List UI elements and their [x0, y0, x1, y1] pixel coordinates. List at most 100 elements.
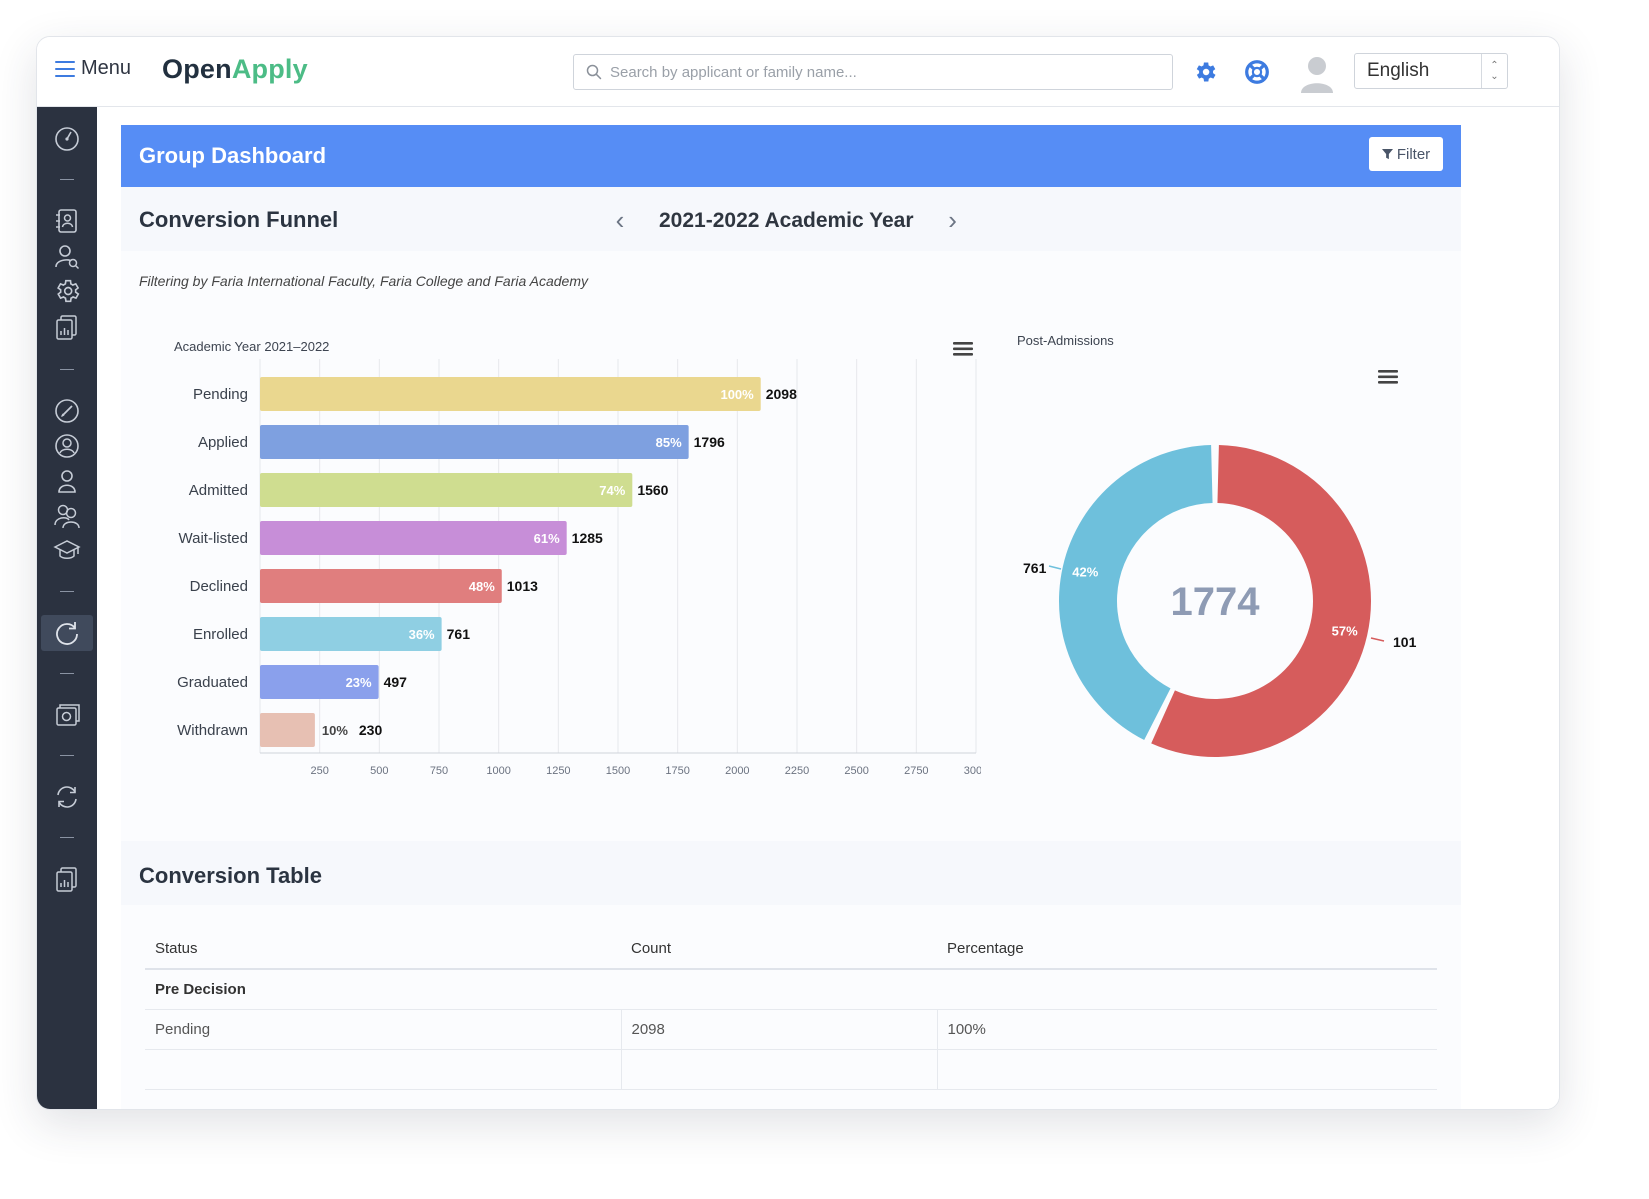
table-section-header: Conversion Table — [121, 841, 1461, 905]
user-avatar[interactable] — [1299, 53, 1335, 93]
charts-area: Filtering by Faria International Faculty… — [121, 251, 1461, 841]
top-bar: Menu OpenApply English ⌃⌄ — [37, 37, 1559, 107]
category-label: Pending — [193, 386, 248, 403]
sidebar-divider — [60, 369, 74, 370]
family-group-icon[interactable] — [53, 501, 81, 529]
bar-value-label: 1285 — [572, 530, 603, 546]
bar — [260, 521, 567, 555]
search-input[interactable] — [610, 63, 1150, 81]
slice-percent-label: 57% — [1332, 623, 1358, 638]
bar-percent-label: 100% — [720, 387, 754, 402]
bar-value-label: 1013 — [507, 578, 538, 594]
sidebar-active-highlight — [41, 615, 93, 651]
x-tick-label: 2000 — [725, 765, 749, 777]
table-area: Status Count Percentage Pre Decision Pen… — [121, 905, 1461, 1109]
table-row — [145, 1049, 1437, 1090]
gear-icon[interactable] — [1192, 59, 1218, 85]
select-arrows-icon: ⌃ ⌄ — [1481, 54, 1507, 88]
funnel-bar-chart: Academic Year 2021–2022 250 500 750 1000 1250… — [174, 339, 981, 777]
filter-button[interactable]: Filter — [1369, 137, 1443, 171]
column-header: Status — [145, 929, 621, 970]
chart-title: Academic Year 2021–2022 — [174, 339, 329, 354]
x-tick-label: 2750 — [904, 765, 928, 777]
x-tick-label: 3000 — [964, 765, 981, 777]
graduation-cap-icon[interactable] — [53, 536, 81, 564]
bar — [260, 713, 315, 747]
language-value: English — [1367, 60, 1430, 81]
cell-percentage: 100% — [937, 1009, 1437, 1050]
contacts-book-icon[interactable] — [53, 207, 81, 235]
user-search-icon[interactable] — [53, 242, 81, 270]
table-header-row: Status Count Percentage — [145, 929, 1437, 970]
main-content: Group Dashboard Filter Conversion Funnel… — [97, 107, 1559, 1109]
conversion-refresh-icon[interactable] — [53, 619, 81, 647]
conversion-table: Status Count Percentage Pre Decision Pen… — [145, 929, 1437, 1090]
settings-gear-icon[interactable] — [53, 277, 81, 305]
language-select[interactable]: English ⌃ ⌄ — [1354, 53, 1508, 89]
app-logo[interactable]: OpenApply — [162, 54, 308, 85]
slice-outer-label: 761 — [1023, 560, 1047, 576]
bar — [260, 617, 442, 651]
bar-value-label: 1560 — [637, 482, 668, 498]
bar — [260, 377, 761, 411]
column-header: Percentage — [937, 929, 1437, 970]
donut-slice — [1151, 445, 1371, 757]
x-tick-label: 750 — [430, 765, 448, 777]
label-connector — [1370, 637, 1385, 642]
category-label: Wait-listed — [179, 530, 248, 547]
sidebar-divider — [60, 673, 74, 674]
logo-open-text: Open — [162, 54, 232, 84]
search-icon — [586, 64, 602, 80]
bar-value-label: 1796 — [694, 434, 725, 450]
category-label: Enrolled — [193, 626, 248, 643]
bar — [260, 665, 379, 699]
menu-button[interactable]: Menu — [55, 57, 131, 80]
reports-document-icon[interactable] — [53, 313, 81, 341]
x-tick-label: 500 — [370, 765, 388, 777]
donut-slice — [1059, 445, 1213, 740]
x-tick-label: 1000 — [486, 765, 510, 777]
category-label: Declined — [190, 578, 248, 595]
chart-menu-icon[interactable] — [1378, 370, 1398, 384]
category-label: Graduated — [177, 674, 248, 691]
help-lifebuoy-icon[interactable] — [1244, 59, 1270, 85]
bar-percent-label: 85% — [656, 435, 682, 450]
menu-line — [1378, 381, 1398, 384]
compose-pencil-icon[interactable] — [53, 397, 81, 425]
page-title: Group Dashboard — [139, 143, 327, 168]
previous-year-chevron-icon[interactable]: ‹ — [615, 205, 625, 235]
menu-line — [1378, 375, 1398, 379]
chart-menu-icon[interactable] — [953, 342, 973, 356]
cell-percentage — [937, 1049, 1437, 1090]
next-year-chevron-icon[interactable]: › — [948, 205, 957, 235]
menu-line — [953, 347, 973, 351]
sidebar — [37, 107, 97, 1109]
bar-value-label: 230 — [359, 722, 383, 738]
dashboard-header: Group Dashboard Filter — [121, 125, 1461, 187]
person-icon[interactable] — [53, 467, 81, 495]
window-search-icon[interactable] — [53, 701, 81, 729]
section-title: Conversion Table — [139, 863, 322, 888]
profile-circle-icon[interactable] — [53, 432, 81, 460]
section-title: Conversion Funnel — [139, 207, 339, 232]
category-label: Admitted — [189, 482, 248, 499]
bar-percent-label: 61% — [534, 531, 560, 546]
filter-note: Filtering by Faria International Faculty… — [139, 273, 588, 289]
table-group-row: Pre Decision — [145, 969, 1437, 1010]
category-label: Applied — [198, 434, 248, 451]
year-navigator: ‹ 2021-2022 Academic Year › — [611, 205, 962, 236]
filter-funnel-icon — [1381, 148, 1393, 159]
x-tick-label: 2250 — [785, 765, 809, 777]
sidebar-divider — [60, 755, 74, 756]
dashboard-gauge-icon[interactable] — [53, 125, 81, 153]
menu-label: Menu — [81, 57, 132, 79]
hamburger-icon — [55, 60, 75, 77]
sync-arrows-icon[interactable] — [53, 783, 81, 811]
menu-line — [1378, 370, 1398, 373]
chart-title: Post-Admissions — [1017, 333, 1114, 348]
analytics-report-icon[interactable] — [53, 865, 81, 893]
menu-line — [953, 353, 973, 356]
bar-value-label: 761 — [447, 626, 471, 642]
post-admissions-donut-chart: Post-Admissions57%42%1017611774DeclinedE… — [1017, 333, 1417, 757]
x-tick-label: 2500 — [844, 765, 868, 777]
